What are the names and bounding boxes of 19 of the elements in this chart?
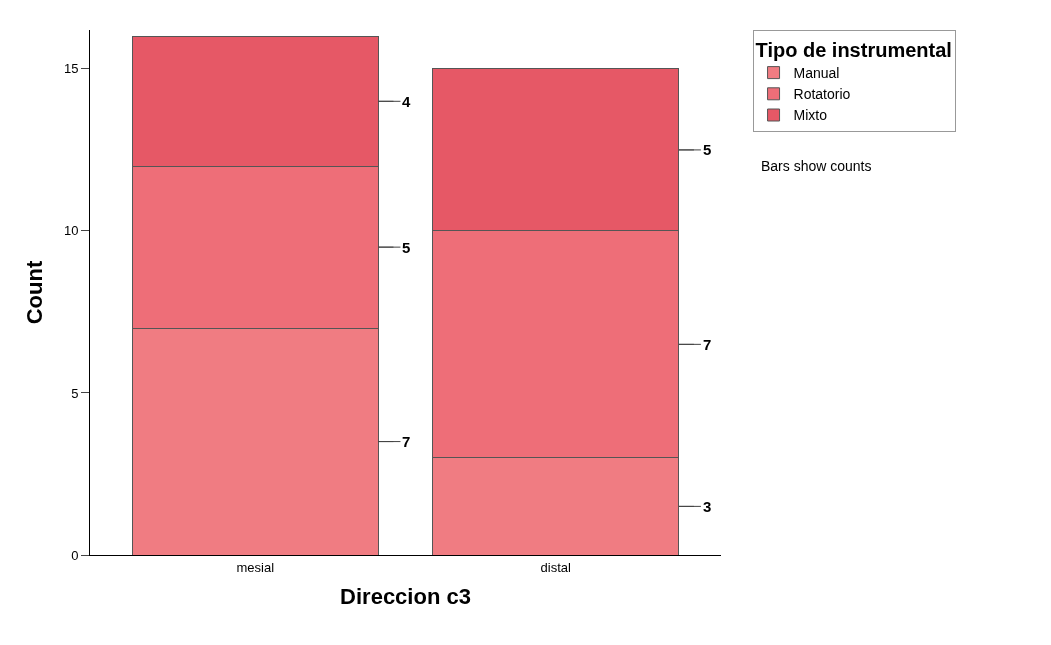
- data-label: 5: [402, 239, 411, 256]
- y-tick-label: 0: [71, 547, 79, 563]
- y-tick-label: 10: [63, 223, 79, 239]
- y-tick-label: 15: [63, 61, 79, 77]
- data-label: 7: [703, 336, 712, 353]
- x-axis-title: Direccion c3: [340, 584, 471, 610]
- legend-label: Mixto: [793, 107, 828, 124]
- data-label: 7: [402, 433, 411, 450]
- x-tick-label: mesial: [236, 559, 275, 575]
- data-label: 5: [703, 141, 712, 158]
- y-axis-title: Count: [21, 260, 47, 325]
- text: Bars show counts: [761, 158, 872, 174]
- y-tick-label: 5: [71, 385, 79, 401]
- x-tick-label: distal: [540, 559, 572, 575]
- legend-title: Tipo de instrumental: [755, 39, 952, 61]
- legend-label: Manual: [793, 65, 840, 82]
- legend-label: Rotatorio: [793, 86, 851, 103]
- data-label: 3: [703, 498, 712, 515]
- data-label: 4: [402, 93, 411, 110]
